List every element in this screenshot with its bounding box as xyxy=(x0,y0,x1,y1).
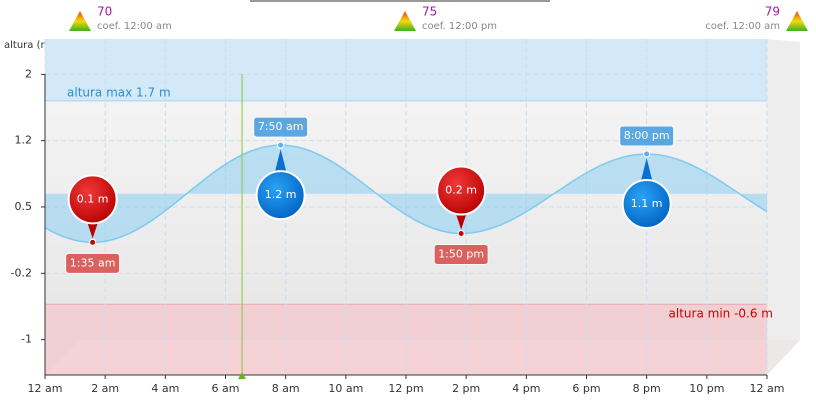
pin-tip xyxy=(273,149,288,178)
coefficient-icon xyxy=(69,11,91,31)
time-label-box xyxy=(253,116,309,138)
y-tick-label: -0.2 xyxy=(11,266,32,279)
pin xyxy=(67,174,118,225)
x-tick-label: 2 am xyxy=(91,382,119,395)
coefficient-value: 75 xyxy=(422,5,437,19)
extreme-point xyxy=(277,141,285,149)
time-label-box xyxy=(433,244,489,266)
time-label: 7:50 am xyxy=(258,120,304,133)
value-label: 0.2 m xyxy=(445,184,477,197)
min-label: altura min -0.6 m xyxy=(669,307,773,321)
y-axis-label: altura (m) xyxy=(4,40,54,51)
value-label: 1.1 m xyxy=(631,197,663,210)
y-tick-label: 1.2 xyxy=(15,134,33,147)
x-tick-label: 12 am xyxy=(750,382,785,395)
extreme-point xyxy=(89,238,97,246)
x-tick-label: 2 pm xyxy=(452,382,480,395)
extreme-point xyxy=(457,230,465,238)
time-label: 1:50 pm xyxy=(438,248,484,261)
x-tick-label: 12 pm xyxy=(388,382,423,395)
tide-curve-extension xyxy=(646,153,767,213)
max-label: altura max 1.7 m xyxy=(67,86,171,100)
coefficient-value: 70 xyxy=(97,5,112,19)
x-tick-label: 8 am xyxy=(272,382,300,395)
coefficient-label: coef. 12:00 am xyxy=(97,21,172,32)
current-time-marker xyxy=(238,372,247,379)
x-tick-label: 4 am xyxy=(151,382,179,395)
top-bar xyxy=(250,0,550,2)
x-tick-label: 10 pm xyxy=(689,382,724,395)
x-tick-label: 6 pm xyxy=(572,382,600,395)
y-tick-label: 0.5 xyxy=(15,200,33,213)
pin xyxy=(255,170,306,221)
coefficient-value: 79 xyxy=(765,5,780,19)
extreme-point xyxy=(643,150,651,158)
time-label-box xyxy=(65,252,121,274)
pin-tip xyxy=(639,157,654,186)
tide-curve-extension xyxy=(45,226,93,244)
y-tick-label: 2 xyxy=(25,67,32,80)
x-tick-label: 12 am xyxy=(28,382,63,395)
x-tick-label: 4 pm xyxy=(512,382,540,395)
pin xyxy=(436,165,487,216)
value-label: 0.1 m xyxy=(77,192,109,205)
tide-curve xyxy=(92,144,647,244)
floor-3d xyxy=(45,340,800,375)
x-tick-label: 8 pm xyxy=(633,382,661,395)
coefficient-icon xyxy=(394,11,416,31)
x-tick-label: 10 am xyxy=(328,382,363,395)
x-tick-label: 6 am xyxy=(212,382,240,395)
tide-fill xyxy=(45,145,767,243)
value-label: 1.2 m xyxy=(265,188,297,201)
right-wall-3d xyxy=(767,39,800,375)
time-label-box xyxy=(619,125,675,147)
time-label: 8:00 pm xyxy=(624,129,670,142)
y-tick-label: -1 xyxy=(21,333,32,346)
pin xyxy=(621,178,672,229)
coefficient-label: coef. 12:00 pm xyxy=(422,21,497,32)
coefficient-icon xyxy=(786,11,808,31)
coefficient-label: coef. 12:00 am xyxy=(705,21,780,32)
time-label: 1:35 am xyxy=(70,256,116,269)
